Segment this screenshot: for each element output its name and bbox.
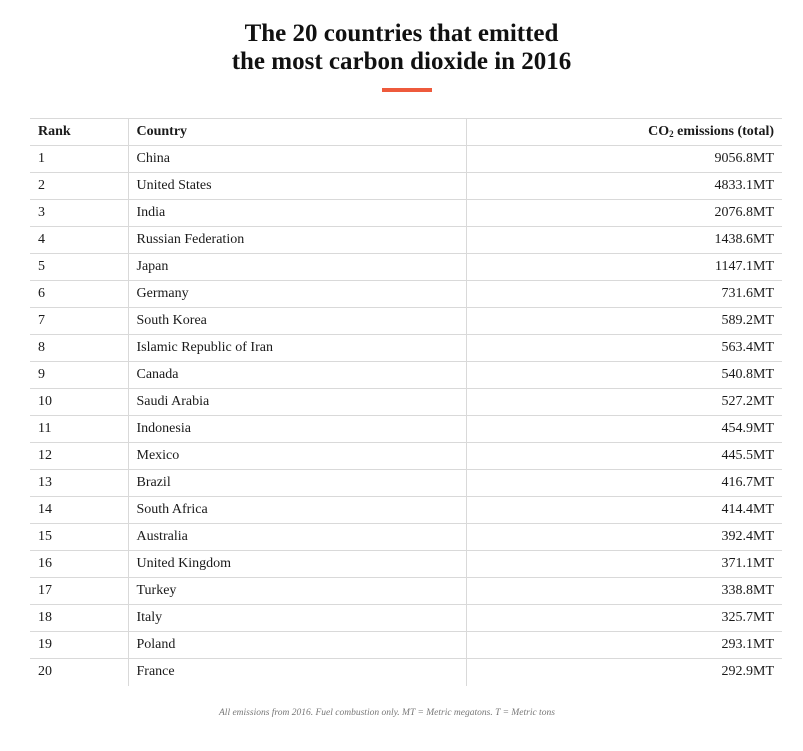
country-cell: Islamic Republic of Iran: [128, 334, 467, 362]
emissions-cell: 563.4MT: [466, 334, 782, 362]
emissions-cell: 445.5MT: [466, 442, 782, 470]
country-cell: South Africa: [128, 496, 467, 524]
rank-cell: 15: [30, 523, 129, 551]
rank-cell: 10: [30, 388, 129, 416]
country-cell: Poland: [128, 631, 467, 659]
country-cell: Turkey: [128, 577, 467, 605]
emissions-cell: 325.7MT: [466, 604, 782, 632]
header-emissions-prefix: CO: [648, 124, 670, 139]
emissions-cell: 1438.6MT: [466, 226, 782, 254]
table-row: 2 United States 4833.1MT: [30, 172, 782, 200]
country-cell: Mexico: [128, 442, 467, 470]
country-cell: Italy: [128, 604, 467, 632]
country-cell: Saudi Arabia: [128, 388, 467, 416]
country-cell: Russian Federation: [128, 226, 467, 254]
emissions-cell: 293.1MT: [466, 631, 782, 659]
rank-cell: 14: [30, 496, 129, 524]
country-cell: India: [128, 199, 467, 227]
table-row: 16 United Kingdom 371.1MT: [30, 550, 782, 578]
rank-cell: 11: [30, 415, 129, 443]
chart-title-line-1: The 20 countries that emitted: [244, 20, 559, 47]
country-cell: Indonesia: [128, 415, 467, 443]
table-row: 3 India 2076.8MT: [30, 199, 782, 227]
country-cell: Canada: [128, 361, 467, 389]
rank-cell: 6: [30, 280, 129, 308]
emissions-cell: 292.9MT: [721, 664, 775, 680]
table-row: 4 Russian Federation 1438.6MT: [30, 226, 782, 254]
table-row: 7 South Korea 589.2MT: [30, 307, 782, 335]
emissions-table: Rank Country CO2 emissions (total) 1 Chin…: [30, 118, 782, 686]
rank-cell: 2: [30, 172, 129, 200]
rank-cell: 19: [30, 631, 129, 659]
table-row: 13 Brazil 416.7MT: [30, 469, 782, 497]
header-rank: Rank: [30, 118, 129, 146]
table-row: 19 Poland 293.1MT: [30, 631, 782, 659]
country-cell: South Korea: [128, 307, 467, 335]
rank-cell: 8: [30, 334, 129, 362]
rank-cell: 9: [30, 361, 129, 389]
emissions-cell: 1147.1MT: [466, 253, 782, 281]
table-row: 6 Germany 731.6MT: [30, 280, 782, 308]
table-row: 10 Saudi Arabia 527.2MT: [30, 388, 782, 416]
country-cell: Brazil: [128, 469, 467, 497]
table-row: 14 South Africa 414.4MT: [30, 496, 782, 524]
emissions-cell: 2076.8MT: [466, 199, 782, 227]
table-row: 9 Canada 540.8MT: [30, 361, 782, 389]
country-cell: United States: [128, 172, 467, 200]
rank-cell: 5: [30, 253, 129, 281]
title-accent-rule: [382, 88, 432, 92]
emissions-cell: 540.8MT: [466, 361, 782, 389]
table-row: 15 Australia 392.4MT: [30, 523, 782, 551]
rank-cell: 7: [30, 307, 129, 335]
emissions-cell: 338.8MT: [466, 577, 782, 605]
header-emissions-suffix: emissions (total): [673, 124, 774, 139]
table-row: 20 France 292.9MT: [30, 658, 782, 686]
emissions-cell: 371.1MT: [466, 550, 782, 578]
emissions-cell: 454.9MT: [466, 415, 782, 443]
header-country: Country: [128, 118, 467, 146]
emissions-cell: 589.2MT: [466, 307, 782, 335]
rank-cell: 17: [30, 577, 129, 605]
footnote: All emissions from 2016. Fuel combustion…: [219, 708, 555, 718]
table-row: 18 Italy 325.7MT: [30, 604, 782, 632]
chart-title: The 20 countries that emitted the most c…: [0, 20, 803, 76]
emissions-cell: 392.4MT: [466, 523, 782, 551]
chart-title-line-2: the most carbon dioxide in 2016: [231, 48, 572, 75]
table-row: 12 Mexico 445.5MT: [30, 442, 782, 470]
rank-cell: 1: [30, 145, 129, 173]
table-row: 5 Japan 1147.1MT: [30, 253, 782, 281]
rank-cell: 13: [30, 469, 129, 497]
rank-cell: 18: [30, 604, 129, 632]
rank-cell: 16: [30, 550, 129, 578]
header-emissions-subscript: 2: [669, 129, 674, 139]
country-cell: China: [128, 145, 467, 173]
header-emissions: CO2 emissions (total): [466, 118, 782, 146]
emissions-cell: 527.2MT: [466, 388, 782, 416]
country-cell: Germany: [128, 280, 467, 308]
emissions-cell: 731.6MT: [466, 280, 782, 308]
rank-cell: 20: [30, 658, 129, 686]
table-row: 8 Islamic Republic of Iran 563.4MT: [30, 334, 782, 362]
table-row: 17 Turkey 338.8MT: [30, 577, 782, 605]
country-cell: Australia: [128, 523, 467, 551]
table-body: 1 China 9056.8MT 2 United States 4833.1MT 3 Ind…: [30, 145, 782, 686]
country-cell: France: [128, 658, 467, 686]
emissions-cell: 9056.8MT: [466, 145, 782, 173]
country-cell: United Kingdom: [128, 550, 467, 578]
emissions-cell: 414.4MT: [466, 496, 782, 524]
table-header-row: Rank Country CO2 emissions (total): [30, 118, 782, 146]
table-row: 11 Indonesia 454.9MT: [30, 415, 782, 443]
table-row: 1 China 9056.8MT: [30, 145, 782, 173]
country-cell: Japan: [128, 253, 467, 281]
rank-cell: 4: [30, 226, 129, 254]
emissions-cell: 416.7MT: [466, 469, 782, 497]
rank-cell: 12: [30, 442, 129, 470]
rank-cell: 3: [30, 199, 129, 227]
emissions-cell: 4833.1MT: [466, 172, 782, 200]
